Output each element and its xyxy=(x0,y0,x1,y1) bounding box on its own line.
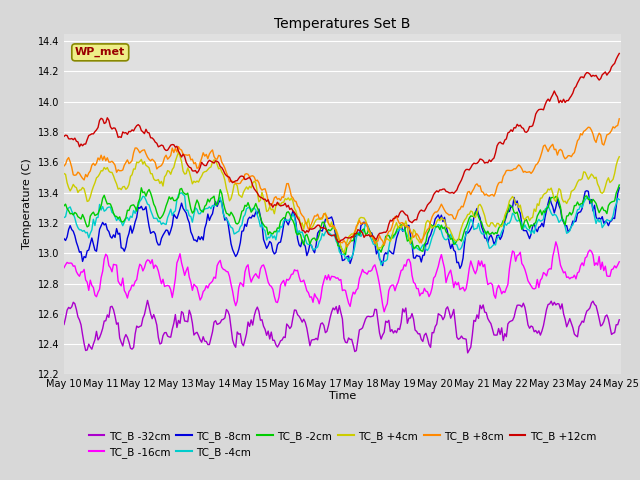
TC_B +12cm xyxy=(128,127,136,133)
TC_B +4cm xyxy=(227,196,235,202)
Line: TC_B -4cm: TC_B -4cm xyxy=(64,193,620,265)
Legend: TC_B -32cm, TC_B -16cm, TC_B -8cm, TC_B -4cm, TC_B -2cm, TC_B +4cm, TC_B +8cm, T: TC_B -32cm, TC_B -16cm, TC_B -8cm, TC_B … xyxy=(89,431,596,458)
TC_B -16cm xyxy=(616,259,623,264)
TC_B +4cm xyxy=(255,199,263,204)
TC_B -32cm xyxy=(60,322,68,327)
TC_B -8cm xyxy=(586,201,594,206)
TC_B -2cm xyxy=(253,205,261,211)
TC_B +8cm xyxy=(343,244,351,250)
Line: TC_B -16cm: TC_B -16cm xyxy=(64,242,620,312)
TC_B -16cm xyxy=(244,262,252,268)
TC_B -2cm xyxy=(303,231,310,237)
TC_B -4cm xyxy=(588,200,595,206)
TC_B +12cm xyxy=(335,239,343,245)
Line: TC_B -32cm: TC_B -32cm xyxy=(64,300,620,353)
TC_B -2cm xyxy=(586,196,594,202)
TC_B +4cm xyxy=(588,171,595,177)
TC_B -4cm xyxy=(616,197,623,203)
TC_B +4cm xyxy=(60,171,68,177)
Title: Temperatures Set B: Temperatures Set B xyxy=(274,17,411,31)
TC_B -8cm xyxy=(303,253,310,259)
TC_B +4cm xyxy=(340,250,348,256)
TC_B -16cm xyxy=(128,282,136,288)
TC_B +12cm xyxy=(303,228,310,234)
TC_B -16cm xyxy=(552,239,559,245)
TC_B +4cm xyxy=(616,154,623,160)
TC_B -8cm xyxy=(226,231,234,237)
TC_B +12cm xyxy=(616,50,623,56)
TC_B -16cm xyxy=(380,309,388,315)
TC_B -16cm xyxy=(588,249,595,254)
TC_B +8cm xyxy=(128,157,136,163)
TC_B -16cm xyxy=(226,274,234,279)
TC_B -2cm xyxy=(616,182,623,188)
TC_B -4cm xyxy=(377,262,385,268)
Line: TC_B +8cm: TC_B +8cm xyxy=(64,119,620,247)
TC_B +8cm xyxy=(586,125,594,131)
Line: TC_B +12cm: TC_B +12cm xyxy=(64,53,620,242)
TC_B +4cm xyxy=(128,172,136,178)
TC_B -32cm xyxy=(128,346,136,352)
TC_B -4cm xyxy=(255,217,263,223)
TC_B -4cm xyxy=(246,205,253,211)
TC_B -32cm xyxy=(227,324,235,330)
Text: WP_met: WP_met xyxy=(75,47,125,58)
TC_B +4cm xyxy=(305,216,312,222)
TC_B +12cm xyxy=(244,175,252,181)
TC_B +8cm xyxy=(226,179,234,185)
TC_B -4cm xyxy=(178,190,186,196)
TC_B +8cm xyxy=(60,163,68,169)
TC_B -8cm xyxy=(60,236,68,241)
TC_B -2cm xyxy=(244,200,252,205)
X-axis label: Time: Time xyxy=(329,391,356,401)
TC_B -8cm xyxy=(456,265,464,271)
TC_B -32cm xyxy=(588,300,595,306)
TC_B -2cm xyxy=(342,252,349,257)
Line: TC_B -8cm: TC_B -8cm xyxy=(64,188,620,268)
TC_B -4cm xyxy=(60,215,68,220)
Line: TC_B -2cm: TC_B -2cm xyxy=(64,185,620,254)
TC_B +12cm xyxy=(253,190,261,196)
TC_B -2cm xyxy=(128,202,136,208)
TC_B -4cm xyxy=(305,241,312,247)
TC_B -32cm xyxy=(616,317,623,323)
Line: TC_B +4cm: TC_B +4cm xyxy=(64,152,620,253)
TC_B -8cm xyxy=(616,185,623,191)
TC_B +4cm xyxy=(246,183,253,189)
TC_B -32cm xyxy=(255,308,263,314)
TC_B -2cm xyxy=(60,203,68,209)
TC_B -8cm xyxy=(253,211,261,217)
TC_B +4cm xyxy=(175,149,182,155)
TC_B -8cm xyxy=(244,216,252,222)
TC_B -32cm xyxy=(143,298,151,303)
TC_B +8cm xyxy=(253,177,261,183)
TC_B -32cm xyxy=(305,334,312,340)
Y-axis label: Temperature (C): Temperature (C) xyxy=(22,158,32,250)
TC_B +12cm xyxy=(586,72,594,77)
TC_B -8cm xyxy=(128,230,136,236)
TC_B +8cm xyxy=(244,171,252,177)
TC_B -16cm xyxy=(253,274,261,279)
TC_B -16cm xyxy=(303,288,310,294)
TC_B +12cm xyxy=(60,133,68,139)
TC_B -32cm xyxy=(464,350,472,356)
TC_B +8cm xyxy=(616,116,623,122)
TC_B +12cm xyxy=(226,174,234,180)
TC_B -4cm xyxy=(128,215,136,220)
TC_B -32cm xyxy=(246,324,253,329)
TC_B -16cm xyxy=(60,265,68,271)
TC_B -4cm xyxy=(227,225,235,230)
TC_B -2cm xyxy=(226,213,234,219)
TC_B +8cm xyxy=(303,222,310,228)
